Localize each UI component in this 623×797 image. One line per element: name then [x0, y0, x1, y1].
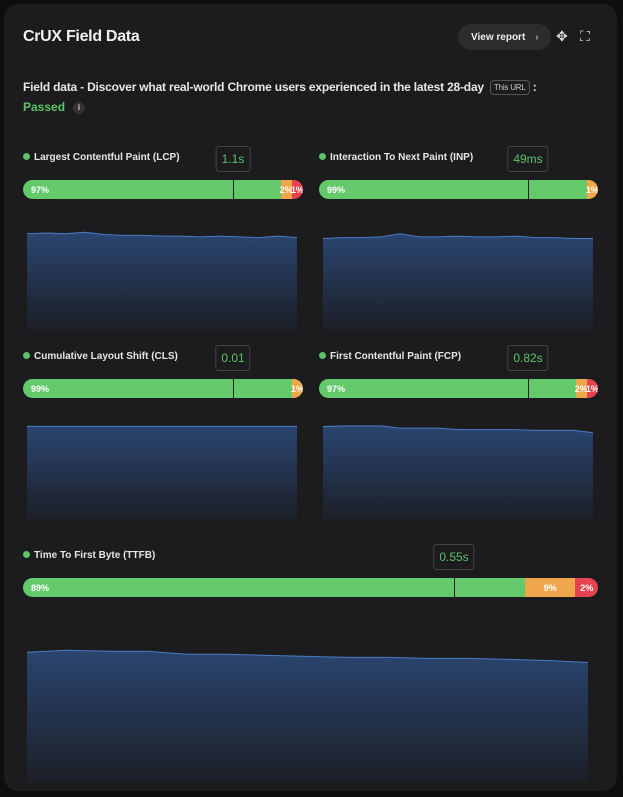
distribution-bar[interactable]: 97% 2% 1%: [23, 180, 303, 199]
distribution-bar[interactable]: 99% 1%: [319, 180, 598, 199]
scope-badge[interactable]: This URL: [489, 80, 530, 96]
good-percent: 97%: [31, 184, 50, 195]
trend-area: [27, 426, 297, 520]
distribution-bar[interactable]: 89% 9% 2%: [23, 578, 598, 597]
metric-name: Cumulative Layout Shift (CLS): [34, 351, 178, 362]
good-segment: 99%: [319, 180, 587, 199]
trend-chart: [27, 425, 297, 520]
trend-line: [323, 233, 593, 239]
status-dot-icon: [23, 153, 30, 160]
good-segment: 97%: [319, 379, 576, 398]
metric-1: Interaction To Next Paint (INP) 99% 1% 49…: [319, 146, 598, 202]
trend-chart: [27, 231, 297, 330]
view-report-button[interactable]: View report ›: [458, 24, 551, 50]
trend-chart: [323, 233, 593, 330]
trend-chart: [27, 649, 588, 782]
ni-percent: 1%: [585, 184, 598, 195]
p75-value: 0.55s: [433, 544, 475, 570]
status-dot-icon: [319, 153, 326, 160]
p75-value: 49ms: [507, 146, 549, 172]
chevron-right-icon: ›: [535, 31, 539, 43]
status: Passed i: [23, 100, 86, 114]
good-percent: 99%: [31, 383, 50, 394]
good-percent: 89%: [31, 582, 50, 593]
colon: :: [532, 80, 537, 94]
metric-name: Interaction To Next Paint (INP): [330, 152, 474, 163]
p75-value: 0.82s: [507, 345, 549, 371]
ni-percent: 2%: [279, 184, 293, 195]
info-icon[interactable]: i: [73, 101, 86, 114]
ni-percent: 2%: [574, 383, 588, 394]
move-icon[interactable]: ✥: [556, 28, 568, 44]
status-dot-icon: [319, 352, 326, 359]
needs-improvement-segment: 1%: [290, 379, 303, 398]
status-dot-icon: [23, 551, 30, 558]
distribution-bar[interactable]: 99% 1%: [23, 379, 303, 398]
metric-label: Largest Contentful Paint (LCP): [23, 152, 180, 163]
trend-line: [323, 425, 593, 434]
metric-label: Cumulative Layout Shift (CLS): [23, 351, 178, 362]
p75-marker: [233, 176, 234, 199]
metric-label: First Contentful Paint (FCP): [319, 351, 461, 362]
fullscreen-icon[interactable]: ⛶: [580, 28, 590, 44]
status-passed: Passed: [23, 100, 66, 114]
good-percent: 97%: [327, 383, 346, 394]
trend-area: [323, 425, 593, 520]
ni-percent: 9%: [543, 582, 557, 593]
metric-0: Largest Contentful Paint (LCP) 97% 2% 1% 1…: [23, 146, 303, 202]
ni-percent: 1%: [290, 383, 303, 394]
trend-area: [27, 650, 588, 782]
metric-name: Time To First Byte (TTFB): [34, 550, 156, 561]
p75-marker: [233, 375, 234, 398]
needs-improvement-segment: 2%: [279, 180, 293, 199]
metric-name: First Contentful Paint (FCP): [330, 351, 462, 362]
field-data-description: Field data - Discover what real-world Ch…: [23, 80, 537, 96]
card-title: CrUX Field Data: [23, 28, 140, 45]
poor-percent: 1%: [290, 184, 303, 195]
good-segment: 97%: [23, 180, 281, 199]
p75-marker: [454, 574, 455, 597]
metric-name: Largest Contentful Paint (LCP): [34, 152, 180, 163]
poor-segment: 1%: [290, 180, 303, 199]
trend-line: [27, 649, 588, 663]
poor-percent: 1%: [585, 383, 598, 394]
good-segment: 89%: [23, 578, 525, 597]
p75-marker: [528, 375, 529, 398]
metric-2: Cumulative Layout Shift (CLS) 99% 1% 0.01: [23, 345, 303, 401]
metric-3: First Contentful Paint (FCP) 97% 2% 1% 0.8…: [319, 345, 598, 401]
needs-improvement-segment: 2%: [574, 379, 588, 398]
trend-area: [27, 232, 297, 330]
status-dot-icon: [23, 352, 30, 359]
poor-percent: 2%: [580, 582, 594, 593]
metric-4: Time To First Byte (TTFB) 89% 9% 2% 0.55s: [23, 544, 598, 600]
needs-improvement-segment: 9%: [524, 578, 576, 597]
good-segment: 99%: [23, 379, 292, 398]
needs-improvement-segment: 1%: [585, 180, 598, 199]
p75-marker: [528, 176, 529, 199]
trend-line: [27, 231, 297, 239]
description-text: Field data - Discover what real-world Ch…: [23, 80, 484, 94]
good-percent: 99%: [327, 184, 346, 195]
trend-chart: [323, 425, 593, 520]
metric-label: Interaction To Next Paint (INP): [319, 152, 473, 163]
view-report-label: View report: [471, 31, 526, 43]
p75-value: 1.1s: [215, 146, 251, 172]
distribution-bar[interactable]: 97% 2% 1%: [319, 379, 598, 398]
p75-value: 0.01: [215, 345, 251, 371]
trend-area: [323, 233, 593, 330]
metric-label: Time To First Byte (TTFB): [23, 550, 155, 561]
poor-segment: 1%: [585, 379, 598, 398]
poor-segment: 2%: [575, 578, 598, 597]
